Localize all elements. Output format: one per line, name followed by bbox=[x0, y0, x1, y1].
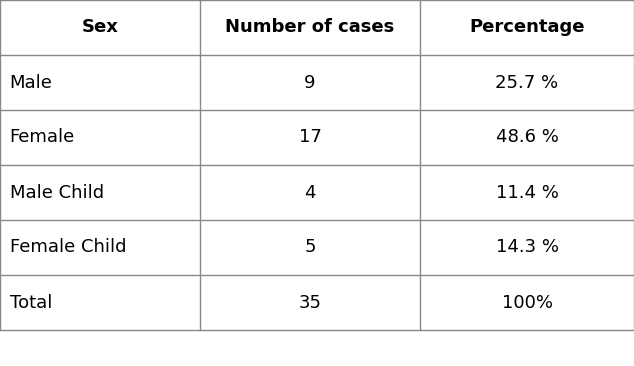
Text: Percentage: Percentage bbox=[469, 19, 585, 37]
Text: Male Child: Male Child bbox=[10, 183, 103, 202]
Text: 17: 17 bbox=[299, 128, 321, 146]
Text: Male: Male bbox=[10, 74, 53, 92]
Text: Female Child: Female Child bbox=[10, 239, 126, 257]
Text: 100%: 100% bbox=[501, 294, 552, 311]
Text: 9: 9 bbox=[304, 74, 316, 92]
Text: 25.7 %: 25.7 % bbox=[495, 74, 559, 92]
Text: 35: 35 bbox=[299, 294, 321, 311]
Text: 48.6 %: 48.6 % bbox=[496, 128, 559, 146]
Text: 4: 4 bbox=[304, 183, 316, 202]
Text: Number of cases: Number of cases bbox=[225, 19, 394, 37]
Text: Sex: Sex bbox=[82, 19, 119, 37]
Text: 14.3 %: 14.3 % bbox=[496, 239, 559, 257]
Text: Female: Female bbox=[10, 128, 75, 146]
Text: 11.4 %: 11.4 % bbox=[496, 183, 559, 202]
Text: 5: 5 bbox=[304, 239, 316, 257]
Text: Total: Total bbox=[10, 294, 52, 311]
